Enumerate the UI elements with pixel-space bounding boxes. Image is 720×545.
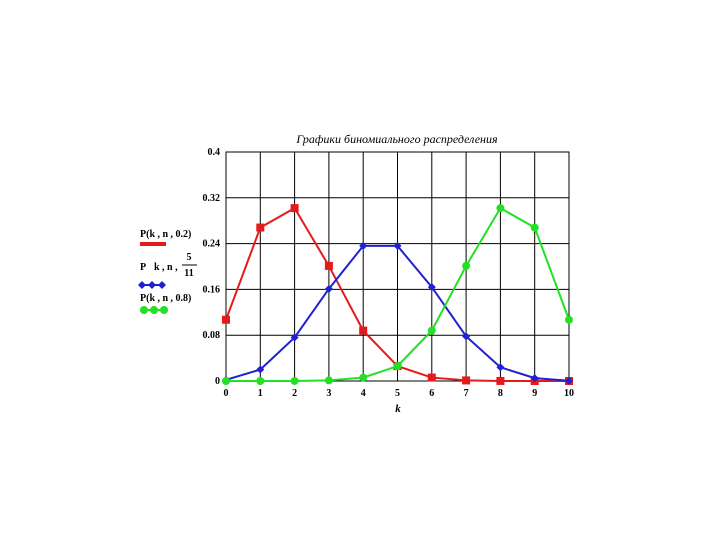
legend-label-blue-args: k , n , [154, 262, 178, 273]
x-tick-label: 1 [258, 388, 263, 399]
data-point-diamond [427, 283, 436, 292]
axes [225, 151, 570, 382]
x-tick-label: 4 [361, 388, 366, 399]
x-tick-label: 0 [224, 388, 229, 399]
y-tick-labels: 0 0.08 0.16 0.24 0.32 0.4 [203, 147, 221, 387]
data-point-diamond [393, 241, 402, 250]
data-point-diamond [359, 241, 368, 250]
data-point-square [359, 326, 368, 335]
data-point-square [222, 315, 230, 324]
data-point-circle [290, 376, 299, 385]
legend: P(k , n , 0.2) P k , n , 5 11 P(k , n , … [138, 229, 197, 314]
data-point-diamond [256, 365, 265, 374]
x-tick-label: 5 [395, 388, 400, 399]
legend-label-blue-prefix: P [140, 262, 146, 273]
legend-frac-den: 11 [184, 268, 193, 279]
data-point-circle [565, 315, 573, 324]
legend-swatch-diamond [148, 281, 156, 289]
x-tick-label: 7 [464, 388, 469, 399]
data-point-circle [530, 223, 539, 232]
data-point-square [462, 376, 471, 385]
legend-swatch-blue [138, 281, 166, 289]
x-tick-label: 8 [498, 388, 503, 399]
x-tick-label: 10 [564, 388, 574, 399]
data-point-circle [393, 362, 402, 371]
data-point-diamond [496, 363, 505, 372]
data-point-circle [256, 377, 265, 385]
data-point-square [427, 373, 436, 382]
legend-swatch-circle [160, 306, 168, 314]
legend-swatch-green [140, 306, 168, 314]
data-point-circle [359, 373, 368, 382]
y-tick-label: 0 [215, 376, 220, 387]
legend-swatch-circle [140, 306, 148, 314]
data-point-circle [427, 326, 436, 335]
data-point-square [496, 376, 505, 385]
y-tick-label: 0.32 [203, 193, 221, 204]
x-tick-label: 2 [292, 388, 297, 399]
data-point-diamond [530, 374, 539, 383]
y-tick-label: 0.16 [203, 284, 221, 295]
grid [225, 151, 570, 382]
data-point-circle [496, 204, 505, 213]
x-tick-label: 3 [326, 388, 331, 399]
data-point-square [256, 223, 265, 232]
x-tick-labels: 0 1 2 3 4 5 6 7 8 9 10 [224, 388, 575, 399]
series-circle [222, 204, 573, 385]
legend-swatch-diamond [158, 281, 166, 289]
legend-label-red: P(k , n , 0.2) [140, 229, 191, 240]
legend-label-green: P(k , n , 0.8) [140, 293, 191, 304]
data-point-circle [324, 376, 333, 385]
data-point-diamond [462, 332, 471, 341]
y-tick-label: 0.24 [203, 239, 221, 250]
chart-title: Графики биномиального распределения [295, 132, 498, 146]
data-point-diamond [290, 333, 299, 342]
data-point-square [290, 204, 299, 213]
data-point-circle [462, 261, 471, 270]
y-tick-label: 0.4 [208, 147, 221, 158]
legend-swatch-circle [150, 306, 158, 314]
x-tick-label: 6 [429, 388, 434, 399]
x-axis-label: k [395, 403, 401, 415]
x-tick-label: 9 [532, 388, 537, 399]
series-layer [222, 204, 573, 385]
plot-frame [225, 151, 570, 382]
data-point-diamond [324, 284, 333, 293]
data-point-diamond [565, 376, 573, 385]
legend-swatch-diamond [138, 281, 146, 289]
y-tick-label: 0.08 [203, 330, 221, 341]
legend-frac-num: 5 [187, 252, 192, 263]
data-point-square [324, 261, 333, 270]
data-point-circle [222, 377, 230, 385]
